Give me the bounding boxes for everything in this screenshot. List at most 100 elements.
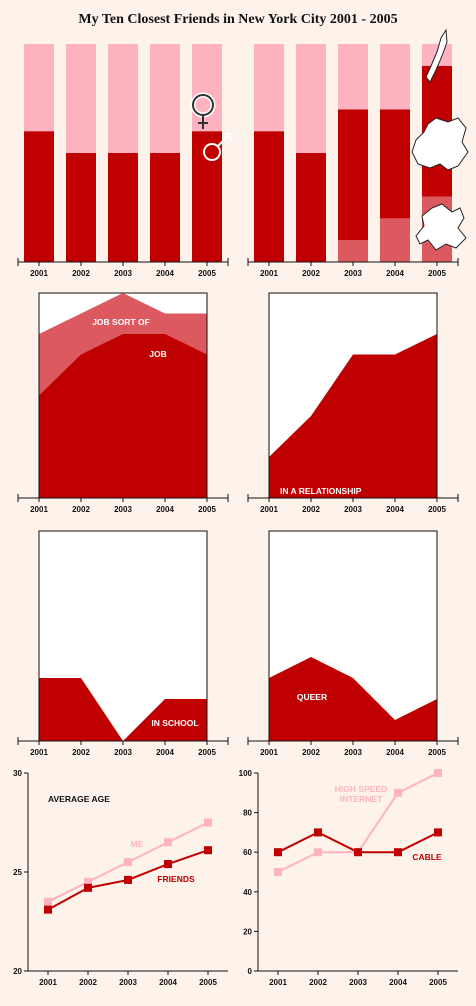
internet-point-high-speed-internet [434, 769, 442, 777]
age-point-friends [84, 883, 92, 892]
internet-point-cable [354, 848, 362, 857]
job-sort-of-label: JOB SORT OF [92, 317, 150, 327]
cable-series-label: CABLE [412, 852, 442, 862]
queer-x-tick-label: 2005 [428, 748, 446, 757]
gender-x-tick-label: 2001 [30, 269, 48, 278]
job-x-tick-label: 2001 [30, 505, 48, 514]
relationship-chart: 2001 2002 2003 2004 2005 IN A RELATIONSHIP [247, 292, 459, 514]
brooklyn-map-icon [411, 117, 469, 171]
internet-x-tick-label: 2005 [429, 978, 447, 987]
internet-x-tick-label: 2001 [269, 978, 287, 987]
internet-point-cable [394, 848, 402, 857]
internet-y-tick-label: 60 [243, 848, 252, 857]
age-x-tick-label: 2001 [39, 978, 57, 987]
borough-x-tick-label: 2005 [428, 269, 446, 278]
age-title-label: AVERAGE AGE [48, 794, 110, 804]
borough-chart: 2001 2002 2003 2004 2005 [247, 28, 469, 278]
gender-x-tick-label: 2003 [114, 269, 132, 278]
relationship-x-tick-label: 2002 [302, 505, 320, 514]
school-x-tick-label: 2002 [72, 748, 90, 757]
age-point-me [164, 838, 172, 847]
borough-bar-queens [338, 240, 368, 262]
gender-x-tick-label: 2004 [156, 269, 174, 278]
gender-bar-female [66, 44, 96, 153]
gender-bar-male [150, 153, 180, 262]
relationship-label: IN A RELATIONSHIP [280, 486, 362, 496]
age-chart: 2001 2002 2003 2004 2005 20 25 30 AVERAGE AGE ME F… [13, 769, 228, 987]
borough-bar-queens [380, 218, 410, 262]
male-symbol-icon-head [223, 133, 231, 141]
internet-chart: 2001 2002 2003 2004 2005 0 20 40 60 80 100 HIGH SPE… [239, 769, 458, 987]
me-series-label: ME [131, 839, 144, 849]
borough-bar-manhattan [338, 44, 368, 110]
age-point-friends [124, 875, 132, 884]
queer-chart: 2001 2002 2003 2004 2005 QUEER [247, 530, 459, 757]
job-x-tick-label: 2004 [156, 505, 174, 514]
internet-point-high-speed-internet [274, 868, 282, 876]
internet-y-tick-label: 40 [243, 888, 252, 897]
gender-x-tick-label: 2005 [198, 269, 216, 278]
queer-area-queer [269, 657, 437, 741]
borough-bar-brooklyn [338, 109, 368, 241]
internet-x-tick-label: 2004 [389, 978, 407, 987]
queer-x-tick-label: 2004 [386, 748, 404, 757]
age-point-me [204, 818, 212, 827]
relationship-x-tick-label: 2001 [260, 505, 278, 514]
internet-y-tick-label: 20 [243, 927, 252, 936]
gender-bar-female [192, 44, 222, 132]
age-y-tick-label: 30 [13, 769, 22, 778]
job-chart: 2001 2002 2003 2004 2005 JOB SORT OF JOB [17, 292, 229, 514]
gender-bar-female [108, 44, 138, 153]
age-point-me [84, 877, 92, 886]
relationship-x-tick-label: 2004 [386, 505, 404, 514]
internet-x-tick-label: 2002 [309, 978, 327, 987]
manhattan-map-icon [425, 28, 448, 83]
queer-x-tick-label: 2002 [302, 748, 320, 757]
gender-bar-male [108, 153, 138, 262]
internet-x-tick-label: 2003 [349, 978, 367, 987]
queens-map-icon [415, 203, 467, 251]
internet-point-cable [274, 848, 282, 857]
school-x-tick-label: 2004 [156, 748, 174, 757]
borough-bar-brooklyn [296, 153, 326, 262]
age-x-tick-label: 2002 [79, 978, 97, 987]
school-x-tick-label: 2003 [114, 748, 132, 757]
gender-bar-female [150, 44, 180, 153]
high-speed-internet-label: HIGH SPEED [335, 784, 387, 794]
borough-x-tick-label: 2002 [302, 269, 320, 278]
relationship-area-in-a-relationship [269, 334, 437, 498]
age-point-friends [164, 860, 172, 869]
queer-label: QUEER [297, 692, 327, 702]
borough-bar-manhattan [380, 44, 410, 110]
age-x-tick-label: 2003 [119, 978, 137, 987]
age-y-tick-label: 25 [13, 868, 22, 877]
internet-y-tick-label: 100 [239, 769, 253, 778]
relationship-x-tick-label: 2003 [344, 505, 362, 514]
borough-bar-manhattan [296, 44, 326, 153]
internet-point-high-speed-internet [394, 788, 402, 797]
queer-x-tick-label: 2003 [344, 748, 362, 757]
borough-bar-brooklyn [254, 131, 284, 262]
internet-point-cable [434, 828, 442, 837]
friends-series-label: FRIENDS [157, 874, 195, 884]
age-point-me [124, 858, 132, 867]
male-symbol-icon [203, 143, 221, 161]
school-label: IN SCHOOL [151, 718, 198, 728]
internet-y-tick-label: 80 [243, 809, 252, 818]
school-x-tick-label: 2001 [30, 748, 48, 757]
gender-bar-male [66, 153, 96, 262]
gender-bar-female [24, 44, 54, 132]
school-chart: 2001 2002 2003 2004 2005 IN SCHOOL [17, 530, 229, 757]
borough-x-tick-label: 2001 [260, 269, 278, 278]
borough-bar-manhattan [254, 44, 284, 132]
male-symbol-icon-arrow [217, 134, 230, 147]
high-speed-internet-label-line2: INTERNET [340, 794, 383, 804]
job-area-job [39, 334, 207, 498]
school-x-tick-label: 2005 [198, 748, 216, 757]
gender-bar-male [192, 131, 222, 262]
gender-chart: 2001 2002 2003 2004 2005 [17, 44, 231, 278]
job-x-tick-label: 2003 [114, 505, 132, 514]
age-x-tick-label: 2004 [159, 978, 177, 987]
job-label: JOB [149, 349, 166, 359]
